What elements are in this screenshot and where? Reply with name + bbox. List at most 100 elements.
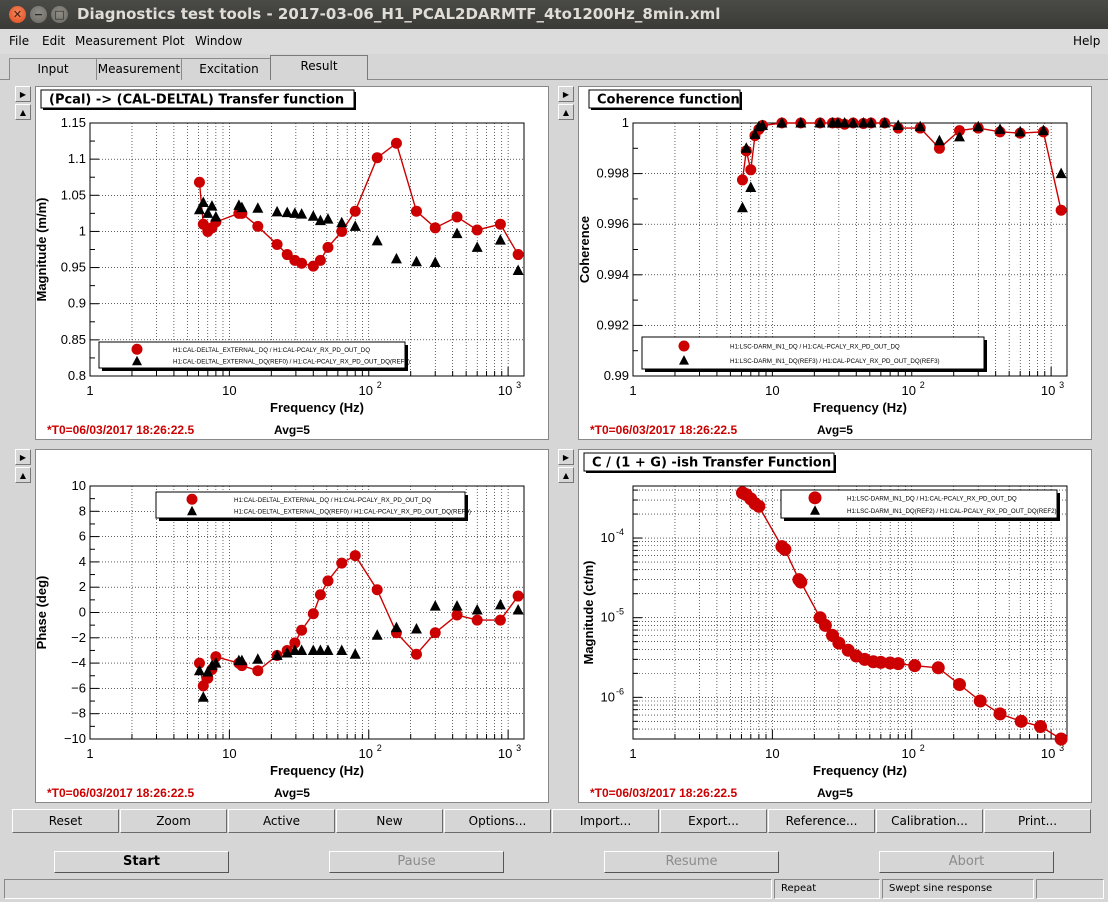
toolbar-button-import[interactable]: Import...: [552, 809, 659, 833]
y-tick-exponent: -5: [616, 607, 624, 617]
x-axis-label: Frequency (Hz): [813, 763, 907, 778]
close-window-button[interactable]: ✕: [9, 6, 26, 23]
tab-result[interactable]: Result: [270, 55, 368, 80]
data-point-circle: [252, 220, 264, 232]
phase-plot[interactable]: 1 10 10 2 10 3 −10 −8 −6 −4 −2 0 2 4 6 8 10 Frequency (Hz…: [36, 450, 549, 803]
panel-timestamp: *T0=06/03/2017 18:26:22.5: [590, 786, 737, 800]
legend-box: [780, 489, 1058, 519]
data-point-circle: [307, 608, 319, 620]
x-tick-label: 10: [1041, 746, 1055, 761]
data-point-circle: [314, 589, 326, 601]
toolbar-button-calibration[interactable]: Calibration...: [876, 809, 983, 833]
data-point-triangle: [371, 629, 383, 640]
panel-title-text: C / (1 + G) -ish Transfer Function: [592, 456, 831, 471]
panel-timestamp: *T0=06/03/2017 18:26:22.5: [47, 423, 194, 437]
legend-marker-triangle: [679, 355, 689, 365]
data-point-circle: [429, 222, 441, 234]
x-tick-label: 10: [765, 383, 779, 398]
panel-average-count: Avg=5: [817, 786, 853, 800]
data-point-triangle: [857, 117, 869, 128]
data-point-triangle: [296, 644, 308, 655]
title-box: [583, 452, 835, 472]
data-point-triangle: [410, 255, 422, 267]
toolbar-button-active[interactable]: Active: [228, 809, 335, 833]
panel1-collapse-arrow-icon[interactable]: ▲: [15, 104, 31, 120]
toolbar-button-reference[interactable]: Reference...: [768, 809, 875, 833]
resume-button[interactable]: Resume: [604, 851, 779, 873]
x-tick-label: 10: [359, 383, 373, 398]
tab-excitation[interactable]: Excitation: [181, 58, 277, 80]
menu-help[interactable]: Help: [1073, 34, 1101, 48]
data-point-triangle: [451, 600, 463, 611]
toolbar-button-reset[interactable]: Reset: [12, 809, 119, 833]
plot-panel-c-over-1g[interactable]: 1 10 10 2 10 3 10 -6 10 -5 10 -4 Frequency (Hz) Magni…: [578, 449, 1092, 803]
toolbar-button-export[interactable]: Export...: [660, 809, 767, 833]
panel1-expand-arrow-icon[interactable]: ▶: [15, 86, 31, 102]
panel-timestamp: *T0=06/03/2017 18:26:22.5: [47, 786, 194, 800]
y-tick-label: 10: [601, 530, 615, 545]
data-point-circle: [336, 225, 348, 237]
y-tick-label: 0.99: [604, 368, 629, 383]
plot-panel-transfer-function[interactable]: 1 10 10 2 10 3 0.8 0.85 0.9 0.95 1 1.05 1.1 1.15 Frequ…: [35, 86, 549, 440]
series-group: [193, 550, 524, 702]
y-tick-label: 1.05: [61, 187, 86, 202]
x-tick-exponent: 3: [516, 743, 521, 753]
tab-input[interactable]: Input: [9, 58, 97, 80]
panel3-collapse-arrow-icon[interactable]: ▲: [15, 467, 31, 483]
menu-edit[interactable]: Edit: [42, 34, 66, 48]
x-tick-label: 10: [902, 746, 916, 761]
panel2-collapse-arrow-icon[interactable]: ▲: [558, 104, 574, 120]
data-point-triangle: [236, 654, 248, 666]
data-point-triangle: [1055, 167, 1067, 179]
maximize-window-button[interactable]: □: [51, 6, 68, 23]
data-point-triangle: [390, 621, 402, 633]
y-tick-label: 0.996: [596, 216, 629, 231]
data-point-triangle: [745, 181, 757, 193]
panel4-expand-arrow-icon[interactable]: ▶: [558, 449, 574, 465]
data-point-circle: [891, 657, 905, 671]
toolbar-button-options[interactable]: Options...: [444, 809, 551, 833]
legend: H1:LSC-DARM_IN1_DQ / H1:CAL-PCALY_RX_PD_…: [780, 489, 1060, 521]
plot-panel-phase[interactable]: 1 10 10 2 10 3 −10 −8 −6 −4 −2 0 2 4 6 8 10 Frequency (Hz…: [35, 449, 549, 803]
title-bar: ✕ − □ Diagnostics test tools - 2017-03-0…: [0, 0, 1108, 29]
toolbar-button-new[interactable]: New: [336, 809, 443, 833]
panel2-expand-arrow-icon[interactable]: ▶: [558, 86, 574, 102]
menu-measurement[interactable]: Measurement: [75, 34, 158, 48]
legend-marker-circle: [808, 491, 822, 505]
menu-window[interactable]: Window: [195, 34, 243, 48]
data-point-circle: [193, 176, 205, 188]
toolbar-button-print[interactable]: Print...: [984, 809, 1091, 833]
data-point-triangle: [994, 123, 1006, 134]
status-extra: [1036, 879, 1104, 899]
y-tick-label: 10: [601, 610, 615, 625]
start-button[interactable]: Start: [54, 851, 229, 873]
y-tick-label: 0.992: [596, 317, 629, 332]
x-tick-label: 1: [629, 746, 636, 761]
y-tick-exponent: -6: [616, 686, 624, 696]
data-point-circle: [736, 174, 748, 186]
toolbar-button-zoom[interactable]: Zoom: [120, 809, 227, 833]
panel-title: Coherence function: [588, 89, 742, 110]
panel4-collapse-arrow-icon[interactable]: ▲: [558, 467, 574, 483]
x-tick-label: 10: [222, 746, 236, 761]
panel-title: (Pcal) -> (CAL-DELTAL) Transfer function: [40, 89, 356, 110]
legend: H1:CAL-DELTAL_EXTERNAL_DQ / H1:CAL-PCALY…: [98, 341, 410, 371]
data-point-circle: [1034, 720, 1048, 734]
panel3-expand-arrow-icon[interactable]: ▶: [15, 449, 31, 465]
plot-panel-coherence[interactable]: 1 10 10 2 10 3 0.99 0.992 0.994 0.996 0.998 1 Freque…: [578, 86, 1092, 440]
pause-button[interactable]: Pause: [329, 851, 504, 873]
data-point-triangle: [236, 201, 248, 213]
coherence-plot[interactable]: 1 10 10 2 10 3 0.99 0.992 0.994 0.996 0.998 1 Freque…: [579, 87, 1092, 440]
minimize-window-button[interactable]: −: [30, 6, 47, 23]
tab-measurement[interactable]: Measurement: [96, 58, 182, 80]
transfer-function-plot[interactable]: 1 10 10 2 10 3 0.8 0.85 0.9 0.95 1 1.05 1.1 1.15 Frequ…: [36, 87, 549, 440]
menu-plot[interactable]: Plot: [162, 34, 185, 48]
data-point-triangle: [349, 648, 361, 659]
data-point-circle: [745, 164, 757, 176]
menu-file[interactable]: File: [9, 34, 30, 48]
abort-button[interactable]: Abort: [879, 851, 1054, 873]
data-point-triangle: [210, 210, 222, 222]
tab-bar: Input Measurement Excitation Result: [0, 54, 1108, 80]
